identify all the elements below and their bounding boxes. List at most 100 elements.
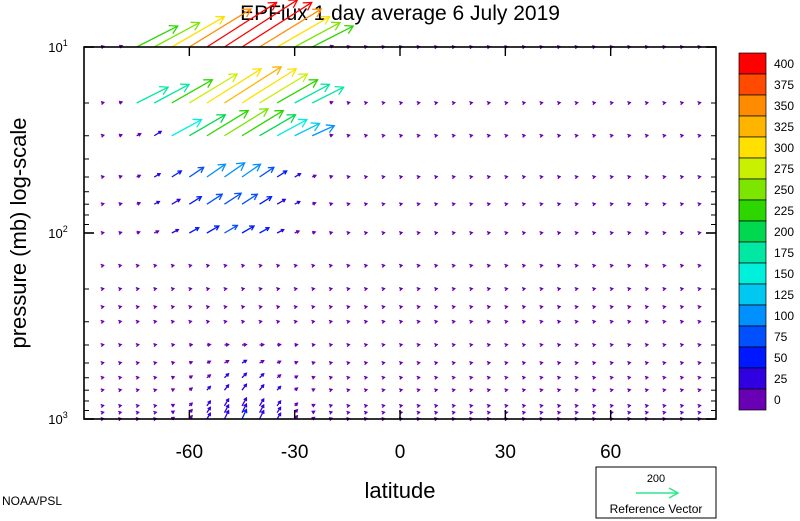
colorbar-label: 100 [774, 309, 794, 323]
flux-vector-head [325, 124, 336, 134]
colorbar-swatch [738, 157, 767, 180]
flux-vector-head [260, 403, 265, 409]
colorbar-swatch [738, 388, 767, 411]
flux-vector-head [225, 403, 230, 409]
flux-vector-head [328, 403, 334, 408]
flux-vector-head [294, 408, 299, 413]
flux-vector-head [346, 403, 351, 408]
flux-vector-head [311, 319, 316, 324]
flux-vector-head [556, 410, 562, 415]
colorbar-label: 400 [774, 57, 794, 71]
flux-vector-head [328, 361, 334, 366]
flux-vector-head [100, 100, 106, 105]
flux-vector-head [363, 133, 369, 138]
flux-vector-head [118, 410, 123, 415]
colorbar-swatch [738, 94, 767, 117]
flux-vector-head [574, 287, 579, 292]
flux-vector-head [363, 361, 369, 366]
flux-vector-head [158, 130, 163, 135]
flux-vector-head [363, 287, 369, 292]
flux-vector-head [188, 319, 193, 324]
flux-vector-head [521, 361, 527, 366]
flux-vector [224, 224, 238, 234]
y-tick-label: 103 [48, 410, 67, 427]
flux-vector-head [329, 133, 334, 138]
flux-vector-head [556, 361, 562, 366]
flux-vector-head [328, 319, 334, 324]
flux-vector-head [697, 263, 702, 268]
flux-vector-head [504, 263, 509, 268]
flux-vector [136, 86, 169, 104]
flux-vector-head [697, 361, 702, 366]
flux-vector-head [416, 375, 421, 380]
colorbar-swatch [738, 367, 767, 390]
flux-vector-head [434, 175, 439, 180]
flux-vector-head [135, 319, 140, 324]
flux-vector [241, 1, 313, 48]
flux-vector-head [272, 66, 283, 76]
colorbar-label: 125 [774, 288, 794, 302]
flux-vector-head [398, 133, 404, 138]
flux-vector-head [592, 305, 597, 310]
flux-vector-head [556, 263, 562, 268]
flux-vector-head [556, 287, 562, 292]
flux-vector-head [662, 202, 667, 207]
flux-vector-head [662, 101, 667, 106]
flux-vector-head [243, 359, 248, 364]
flux-vector-head [293, 263, 298, 268]
flux-vector-head [135, 403, 140, 408]
flux-vector-head [697, 202, 702, 207]
flux-vector-head [311, 305, 316, 310]
flux-vector-head [556, 231, 562, 236]
flux-vector-head [592, 101, 597, 106]
flux-vector-head [179, 83, 191, 93]
flux-vector-head [609, 287, 614, 292]
flux-vector-head [486, 343, 492, 348]
flux-vector-head [434, 361, 439, 366]
flux-vector-head [451, 202, 456, 207]
flux-vector-head [381, 133, 386, 138]
flux-vector-head [398, 403, 404, 408]
flux-vector-head [469, 287, 474, 292]
flux-vector-head [266, 195, 273, 202]
flux-vector-head [592, 263, 597, 268]
flux-vector-head [486, 375, 492, 380]
flux-vector-head [260, 409, 265, 414]
flux-vector-head [398, 388, 404, 393]
flux-vector-head [662, 361, 667, 366]
flux-vector-head [320, 83, 331, 93]
flux-vector-head [627, 403, 632, 408]
flux-vector-head [277, 406, 282, 411]
flux-vector-head [451, 175, 456, 180]
flux-vector-head [416, 410, 421, 415]
flux-vector-head [469, 202, 474, 207]
flux-vector-head [521, 287, 527, 292]
flux-vector-head [416, 343, 421, 348]
flux-vector-head [287, 68, 298, 78]
flux-vector-head [217, 163, 227, 172]
flux-vector-head [243, 383, 248, 388]
flux-vector-head [311, 388, 316, 392]
flux-vector-head [697, 305, 702, 310]
flux-vector-head [241, 8, 253, 18]
flux-vector-head [592, 361, 597, 366]
flux-vector-head [189, 360, 194, 365]
flux-vector-head [398, 319, 404, 324]
flux-vector-head [225, 397, 230, 402]
flux-vector-head [662, 231, 667, 236]
flux-vector-head [260, 383, 265, 389]
flux-vector-head [118, 263, 123, 268]
flux-vector-head [311, 360, 316, 365]
flux-vector-head [486, 101, 492, 106]
flux-vector-head [100, 231, 105, 236]
flux-vector-head [329, 202, 334, 207]
flux-vector-head [118, 100, 124, 105]
flux-vector-head [451, 133, 456, 138]
flux-vector-head [697, 101, 702, 106]
flux-vector-head [556, 319, 562, 324]
flux-vector-head [416, 403, 421, 408]
flux-vector-head [171, 360, 176, 365]
flux-vector-head [175, 228, 180, 233]
flux-vector-head [609, 101, 614, 106]
flux-vector-head [214, 225, 220, 231]
